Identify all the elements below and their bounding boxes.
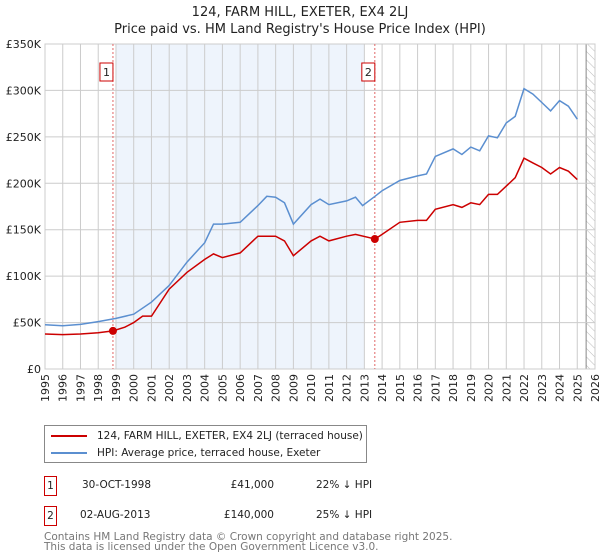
footer-license: This data is licensed under the Open Gov… bbox=[44, 541, 379, 553]
x-tick-label: 2025 bbox=[571, 374, 584, 402]
sale-point bbox=[108, 326, 117, 335]
sale-badge-label: 2 bbox=[365, 66, 372, 79]
transaction-row: 2 02-AUG-2013 £140,000 25% ↓ HPI bbox=[44, 506, 444, 526]
x-tick-label: 2017 bbox=[429, 374, 442, 402]
transaction-hpi-diff: 22% ↓ HPI bbox=[316, 479, 373, 491]
legend-label-property: 124, FARM HILL, EXETER, EX4 2LJ (terrace… bbox=[97, 430, 363, 442]
x-tick-label: 2004 bbox=[199, 374, 212, 402]
x-tick-label: 2020 bbox=[483, 374, 496, 402]
x-tick-label: 2015 bbox=[394, 374, 407, 402]
x-tick-label: 2016 bbox=[412, 374, 425, 402]
series-line-hpi bbox=[44, 87, 578, 327]
footer-copyright: Contains HM Land Registry data © Crown c… bbox=[44, 531, 453, 543]
legend-item-hpi: HPI: Average price, terraced house, Exet… bbox=[51, 447, 320, 459]
legend: 124, FARM HILL, EXETER, EX4 2LJ (terrace… bbox=[44, 425, 367, 463]
transaction-date: 30-OCT-1998 bbox=[82, 479, 151, 491]
y-tick-label: £300K bbox=[6, 84, 42, 97]
series-line-property bbox=[44, 157, 578, 336]
x-tick-label: 2013 bbox=[358, 374, 371, 402]
x-tick-label: 2012 bbox=[341, 374, 354, 402]
sale-badge-label: 1 bbox=[103, 66, 110, 79]
sale-point bbox=[370, 235, 379, 243]
x-tick-label: 1998 bbox=[92, 374, 105, 402]
transaction-price: £140,000 bbox=[223, 509, 274, 521]
x-tick-label: 2011 bbox=[323, 374, 336, 402]
transaction-row: 1 30-OCT-1998 £41,000 22% ↓ HPI bbox=[44, 476, 444, 496]
legend-label-hpi: HPI: Average price, terraced house, Exet… bbox=[97, 447, 321, 459]
transaction-date: 02-AUG-2013 bbox=[80, 509, 151, 521]
transaction-badge: 2 bbox=[44, 506, 57, 526]
sale-badge bbox=[99, 62, 114, 82]
x-tick-label: 2018 bbox=[447, 374, 460, 402]
transaction-badge: 1 bbox=[44, 476, 57, 496]
transaction-hpi-diff: 25% ↓ HPI bbox=[316, 509, 373, 521]
legend-swatch-hpi bbox=[51, 452, 87, 454]
y-tick-label: £150K bbox=[6, 224, 42, 237]
y-tick-label: £0 bbox=[27, 363, 41, 376]
x-tick-label: 2001 bbox=[145, 374, 158, 402]
legend-item-property: 124, FARM HILL, EXETER, EX4 2LJ (terrace… bbox=[51, 430, 363, 442]
x-tick-label: 2005 bbox=[216, 374, 229, 402]
plot-frame bbox=[44, 43, 596, 370]
plot-area: 1995 1996 1997 1998 1999 2000 2001 2002 2003 2004… bbox=[6, 38, 600, 402]
transaction-price: £41,000 bbox=[230, 479, 274, 491]
x-tick-label: 1996 bbox=[57, 374, 70, 402]
x-tick-label: 2002 bbox=[163, 374, 176, 402]
x-tick-label: 2000 bbox=[128, 374, 141, 402]
x-tick-label: 2006 bbox=[234, 374, 247, 402]
x-tick-label: 1995 bbox=[39, 374, 52, 402]
x-tick-label: 2026 bbox=[589, 374, 600, 402]
y-tick-label: £50K bbox=[13, 317, 42, 330]
x-tick-label: 2024 bbox=[554, 374, 567, 402]
chart-subtitle: Price paid vs. HM Land Registry's House … bbox=[114, 22, 486, 37]
x-tick-label: 2014 bbox=[376, 374, 389, 402]
y-tick-label: £250K bbox=[6, 131, 42, 144]
y-tick-label: £200K bbox=[6, 177, 42, 190]
chart-title: 124, FARM HILL, EXETER, EX4 2LJ bbox=[191, 5, 409, 20]
x-tick-label: 2008 bbox=[270, 374, 283, 402]
forecast-hatch bbox=[586, 44, 595, 369]
x-tick-label: 2007 bbox=[252, 374, 265, 402]
y-tick-label: £100K bbox=[6, 270, 42, 283]
x-tick-label: 2022 bbox=[518, 374, 531, 402]
sale-badge bbox=[361, 62, 376, 82]
x-tick-label: 2009 bbox=[287, 374, 300, 402]
legend-swatch-property bbox=[51, 435, 87, 437]
x-tick-label: 1997 bbox=[74, 374, 87, 402]
x-tick-label: 2003 bbox=[181, 374, 194, 402]
x-tick-label: 2021 bbox=[500, 374, 513, 402]
x-tick-label: 2023 bbox=[536, 374, 549, 402]
y-tick-label: £350K bbox=[6, 38, 42, 51]
x-tick-label: 2019 bbox=[465, 374, 478, 402]
x-tick-label: 2010 bbox=[305, 374, 318, 402]
x-tick-label: 1999 bbox=[110, 374, 123, 402]
